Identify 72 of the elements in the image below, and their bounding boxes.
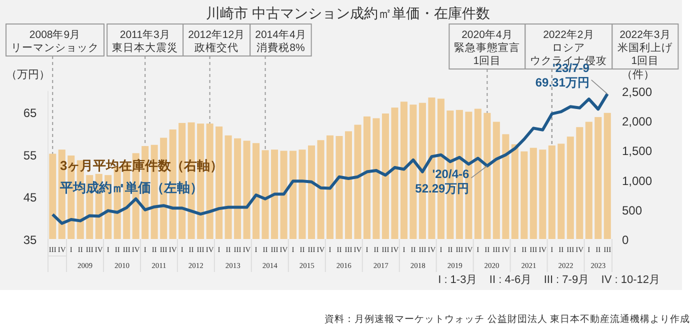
y2-tick-label: 2,000 xyxy=(622,114,652,129)
bar xyxy=(594,117,602,239)
bar xyxy=(548,145,556,239)
bar xyxy=(604,112,611,239)
text: 政権交代 xyxy=(194,41,239,54)
text: 2014年4月 xyxy=(255,29,306,41)
bar xyxy=(290,150,297,239)
bar xyxy=(566,136,574,239)
y-tick-label: 35 xyxy=(23,233,37,247)
bar xyxy=(585,122,592,239)
y2-tick-label: 500 xyxy=(622,203,642,218)
bar xyxy=(252,143,260,239)
text: 緊急事態宣言 xyxy=(454,41,520,54)
bar xyxy=(234,138,242,239)
y2-tick-label: 1,000 xyxy=(622,174,652,188)
bar xyxy=(336,136,343,239)
bar xyxy=(474,108,482,239)
bar xyxy=(308,145,316,239)
bar xyxy=(243,140,250,239)
text: 2011年3月 xyxy=(120,29,170,41)
y-tick-label: 55 xyxy=(23,148,37,162)
bar xyxy=(317,140,324,239)
text: 2008年9月 xyxy=(29,29,81,41)
y2-tick-label: 2,500 xyxy=(622,85,652,99)
bar xyxy=(530,148,537,239)
chart-title: 川崎市 中古マンション成約㎡単価・在庫件数 xyxy=(206,5,490,21)
text: 資料：月例速報マーケットウォッチ 公益財団法人 東日本不動産流通機構より作成 xyxy=(324,313,690,325)
bar xyxy=(520,151,528,239)
bar xyxy=(49,154,56,239)
bar xyxy=(216,126,223,239)
bar xyxy=(492,122,500,239)
text: 2020年4月 xyxy=(462,29,513,41)
bar xyxy=(344,131,352,239)
bar xyxy=(354,124,362,239)
bar xyxy=(363,116,370,239)
bar xyxy=(391,108,398,239)
bar xyxy=(511,144,518,239)
text: 2022年2月 xyxy=(543,29,594,41)
y2-tick-label: 1,500 xyxy=(622,144,652,158)
text: 消費税8% xyxy=(256,41,305,54)
bar xyxy=(502,134,510,239)
bar xyxy=(576,127,584,239)
data-label: '20/4-6 52.29万円 xyxy=(415,166,470,196)
y-tick-label: 45 xyxy=(23,190,37,205)
y-axis-title: （万円） xyxy=(6,69,50,81)
bar xyxy=(400,102,408,239)
bar xyxy=(484,112,491,239)
text: 東日本大震災 xyxy=(112,41,178,54)
text: 2012年12月 xyxy=(188,29,246,41)
text: 2022年3月 xyxy=(620,29,671,41)
text: ロシア xyxy=(552,42,586,54)
text: 1回目 xyxy=(473,55,502,67)
y-tick-label: 65 xyxy=(23,106,37,120)
bar xyxy=(410,104,417,239)
bar xyxy=(382,113,389,239)
text: 1回目 xyxy=(631,55,660,67)
text: 米国利上げ xyxy=(618,41,674,54)
bar xyxy=(224,135,232,239)
bar xyxy=(298,150,306,239)
bar xyxy=(558,144,565,239)
text: リーマンショック xyxy=(11,42,99,54)
bar xyxy=(280,150,288,239)
bar xyxy=(271,150,278,239)
text: I : 1-3月 II : 4-6月 III : 7-9月 IV : 10-12月 xyxy=(438,274,660,286)
bar xyxy=(262,150,269,239)
y2-tick-label: 0 xyxy=(622,233,629,247)
bar xyxy=(539,150,546,239)
line-series xyxy=(51,92,609,225)
series-label: 平均成約㎡単価（左軸） xyxy=(59,180,203,195)
bar xyxy=(372,118,380,239)
bar xyxy=(326,135,334,239)
y2-axis-title: （件） xyxy=(622,69,654,81)
